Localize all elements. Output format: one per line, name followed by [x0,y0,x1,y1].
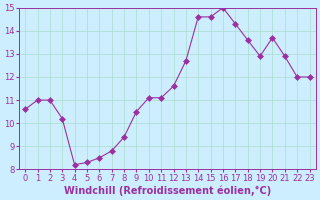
X-axis label: Windchill (Refroidissement éolien,°C): Windchill (Refroidissement éolien,°C) [64,185,271,196]
